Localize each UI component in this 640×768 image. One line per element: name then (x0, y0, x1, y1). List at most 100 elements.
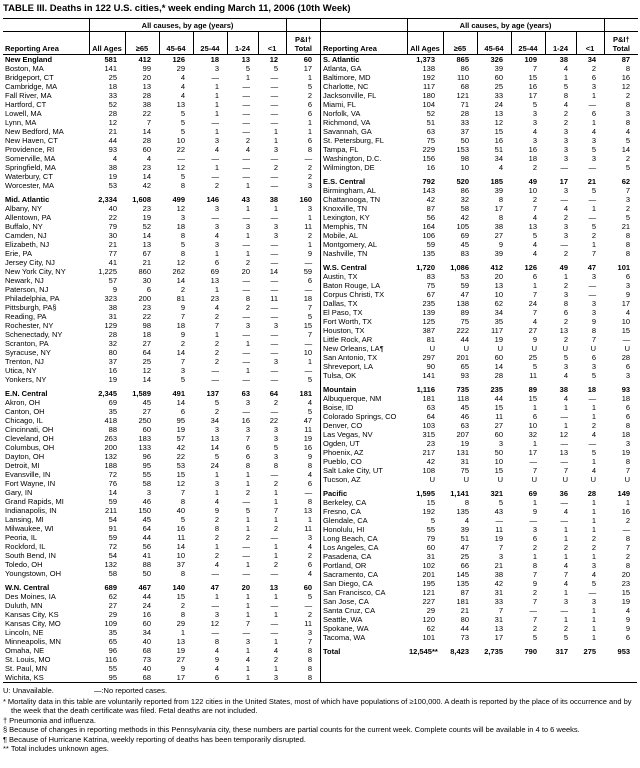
value-cell: — (588, 163, 597, 172)
value-cell: 47 (460, 290, 469, 299)
value-cell: 5 (563, 353, 568, 362)
value-cell: 33 (494, 91, 503, 100)
reporting-area-cell: Houston, TX (323, 326, 365, 335)
value-cell: 21 (587, 177, 597, 186)
value-cell: 5 (591, 186, 597, 195)
value-cell: 4 (307, 569, 313, 578)
value-cell: 93 (108, 145, 117, 154)
value-cell: 13 (528, 222, 537, 231)
value-cell: 34 (210, 416, 219, 425)
value-cell: 5 (273, 64, 279, 73)
value-cell: 52 (426, 109, 435, 118)
value-cell: 11 (304, 619, 313, 628)
table-right-half: All causes, by age (years) Reporting Are… (321, 18, 639, 682)
value-cell: 15 (494, 127, 503, 136)
value-cell: 3 (591, 299, 597, 308)
city-row: Gary, IN 14 3 7 1 2 1 — (3, 488, 320, 497)
value-cell: 2 (563, 118, 568, 127)
value-cell: 2 (307, 610, 313, 619)
value-cell: — (211, 628, 220, 637)
reporting-area-cell: Grand Rapids, MI (5, 497, 64, 506)
value-cell: 44 (460, 624, 469, 633)
value-cell: 62 (426, 624, 435, 633)
reporting-area-cell: Rockford, IL (5, 542, 46, 551)
value-cell: 138 (422, 64, 435, 73)
city-row: Akron, OH 69 45 14 5 3 2 4 (3, 398, 320, 407)
value-cell: 98 (142, 321, 151, 330)
value-cell: 6 (532, 534, 537, 543)
value-cell: 181 (422, 394, 435, 403)
value-cell: — (270, 82, 279, 91)
city-row: Memphis, TN 164 105 38 13 3 5 21 (321, 222, 638, 231)
reporting-area-cell: Chattanooga, TN (323, 195, 380, 204)
city-row: Kansas City, KS 29 16 8 3 1 1 2 (3, 610, 320, 619)
value-cell: 1 (563, 403, 568, 412)
value-cell: 2 (307, 231, 313, 240)
section-total-row: Mid. Atlantic 2,334 1,608 499 146 43 38 160 (3, 195, 320, 204)
value-cell: 8 (214, 524, 219, 533)
value-cell: 5 (498, 498, 503, 507)
left-table-body: New England 581 412 126 18 13 12 60 Boston, MA 14… (3, 55, 320, 682)
value-cell: 15 (621, 588, 631, 597)
value-cell: 4 (180, 91, 185, 100)
value-cell: 1 (591, 624, 597, 633)
value-cell: 7 (532, 290, 537, 299)
value-cell: 1 (591, 615, 597, 624)
value-cell: 56 (426, 213, 435, 222)
value-cell: 8 (273, 461, 279, 470)
value-cell: — (242, 109, 251, 118)
value-cell: 207 (456, 430, 469, 439)
value-cell: 3 (245, 222, 250, 231)
value-cell: — (560, 412, 569, 421)
value-cell: 14 (210, 443, 219, 452)
reporting-area-cell: Sacramento, CA (323, 570, 379, 579)
value-cell: 52 (142, 222, 151, 231)
reporting-area-cell: Schenectady, NY (5, 330, 63, 339)
footnote-marker: ¶ (3, 734, 8, 744)
city-row: Lexington, KY 56 42 8 4 2—5 (321, 213, 638, 222)
value-cell: 7 (180, 488, 185, 497)
value-cell: 1 (245, 664, 250, 673)
value-cell: 42 (176, 443, 185, 452)
value-cell: 14 (176, 348, 185, 357)
value-cell: 18 (142, 330, 151, 339)
city-row: Evansville, IN 72 55 15 1 1 — 4 (3, 470, 320, 479)
value-cell: 32 (460, 195, 469, 204)
value-cell: 81 (426, 335, 435, 344)
value-cell: 95 (108, 673, 117, 682)
value-cell: 5 (307, 407, 313, 416)
value-cell: 9 (625, 290, 631, 299)
45-64-header: 45-64 (158, 31, 193, 55)
value-cell: 31 (494, 588, 503, 597)
value-cell: 1 (591, 403, 597, 412)
value-cell: 235 (490, 385, 503, 394)
value-cell: 28 (494, 371, 503, 380)
value-cell: 17 (494, 633, 503, 642)
city-row: Peoria, IL 59 44 11 2 2 — 3 (3, 533, 320, 542)
city-row: Jersey City, NJ 41 21 12 6 2 — — (3, 258, 320, 267)
value-cell: 1 (307, 213, 313, 222)
value-cell: — (242, 213, 251, 222)
value-cell: 17 (528, 448, 537, 457)
value-cell: 1 (245, 73, 250, 82)
value-cell: 1,116 (416, 385, 435, 394)
value-cell: 8 (563, 91, 568, 100)
value-cell: 1,225 (98, 267, 117, 276)
value-cell: 33 (460, 118, 469, 127)
value-cell: 55 (142, 470, 151, 479)
reporting-area-cell: Tulsa, OK (323, 371, 357, 380)
footnote: ¶ Because of Hurricane Katrina, weekly re… (3, 735, 637, 745)
value-cell: 3 (563, 222, 568, 231)
value-cell: 16 (621, 507, 631, 516)
value-cell: 7 (532, 64, 537, 73)
value-cell: 1 (307, 127, 313, 136)
city-row: Nashville, TN 135 83 39 4 2 7 8 (321, 249, 638, 258)
value-cell: 93 (460, 371, 469, 380)
reporting-area-cell: Memphis, TN (323, 222, 368, 231)
value-cell: 192 (422, 73, 435, 82)
value-cell: 20 (494, 272, 503, 281)
reporting-area-cell: Denver, CO (323, 421, 363, 430)
value-cell: 22 (108, 213, 117, 222)
value-cell: 10 (494, 457, 503, 466)
value-cell: 1 (214, 249, 219, 258)
